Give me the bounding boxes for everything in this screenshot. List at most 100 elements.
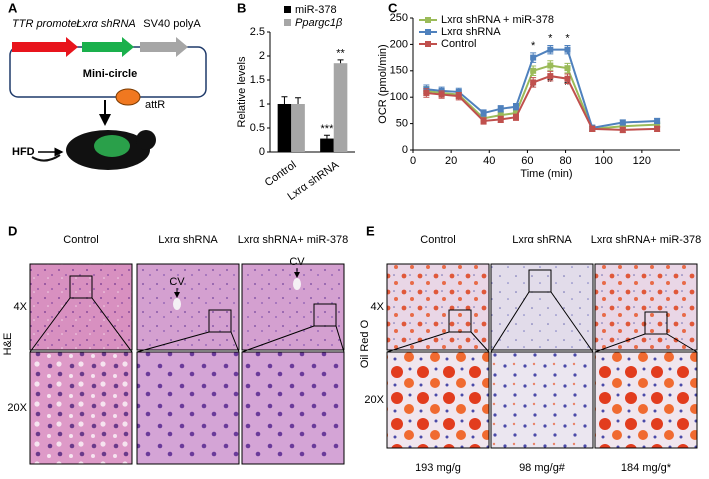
row-label: 20X — [364, 394, 384, 406]
zoom-box — [448, 309, 472, 333]
zoom-box — [528, 269, 552, 293]
zoom-lines — [594, 333, 698, 353]
tg-content: 193 mg/g — [415, 462, 461, 474]
micrograph — [136, 351, 240, 465]
marker — [547, 46, 554, 53]
mouse-tail — [31, 154, 61, 162]
y-tick-label: 0.5 — [250, 122, 265, 134]
legend-swatch — [284, 19, 291, 26]
construct-diagram: TTR promoter Lxrα shRNA SV40 polyA Mini-… — [9, 18, 207, 170]
marker — [547, 73, 554, 80]
marker — [619, 119, 626, 126]
panel-label: A — [8, 0, 18, 15]
vein-label: CV — [169, 276, 185, 288]
legend-marker — [425, 17, 431, 23]
marker — [654, 125, 661, 132]
significance-label: ** — [336, 48, 345, 60]
legend-label: miR-378 — [295, 4, 337, 16]
marker — [455, 93, 462, 100]
legend-marker — [425, 41, 431, 47]
significance-label: * — [531, 40, 536, 52]
column-header: Control — [63, 234, 98, 246]
zoom-lines — [29, 297, 133, 353]
y-tick-label: 1 — [259, 98, 265, 110]
micrograph — [490, 351, 594, 449]
promoter-arrow — [12, 37, 78, 57]
promoter-label: TTR promoter — [12, 18, 82, 30]
legend-label: Lxrα shRNA — [441, 26, 501, 38]
y-tick-label: 250 — [390, 12, 408, 24]
panel-label: B — [237, 0, 246, 15]
central-vein — [293, 278, 301, 290]
column-header: Control — [420, 234, 455, 246]
micrograph — [386, 263, 490, 351]
marker — [589, 125, 596, 132]
y-tick-label: 2.5 — [250, 26, 265, 38]
mouse-head — [136, 130, 156, 150]
error-bar — [323, 134, 330, 139]
marker — [497, 112, 504, 119]
panel-label: C — [388, 0, 398, 15]
zoom-box — [313, 303, 337, 327]
micrograph — [29, 351, 133, 465]
x-tick-label: 20 — [445, 155, 457, 167]
shrna-label: Lxrα shRNA — [76, 18, 135, 30]
panel-label: D — [8, 223, 17, 238]
micrograph — [386, 351, 490, 449]
vein-label: CV — [289, 256, 305, 268]
y-tick-label: 0 — [402, 144, 408, 156]
tg-content: 98 mg/g# — [519, 462, 566, 474]
zoom-lines — [490, 291, 594, 353]
legend-marker — [425, 29, 431, 35]
shrna-arrow — [82, 37, 134, 57]
central-vein — [173, 298, 181, 310]
tg-content: 184 mg/g* — [621, 462, 672, 474]
stain-label: H&E — [2, 333, 14, 356]
zoom-lines — [386, 331, 490, 353]
error-bar — [295, 97, 302, 104]
panel-label: E — [366, 223, 375, 238]
marker — [480, 110, 487, 117]
micrograph — [29, 263, 133, 351]
y-tick-label: 100 — [390, 91, 408, 103]
marker — [512, 110, 519, 117]
stain-label: Oil Red O — [359, 319, 371, 368]
significance-label: * — [548, 32, 553, 44]
row-label: 4X — [14, 301, 28, 313]
zoom-lines — [241, 325, 345, 353]
marker — [654, 117, 661, 124]
polya-arrow — [140, 37, 188, 57]
attr-label: attR — [145, 99, 165, 111]
legend-label: Control — [441, 38, 476, 50]
y-tick-label: 1.5 — [250, 74, 265, 86]
marker — [654, 121, 661, 128]
marker — [455, 88, 462, 95]
mini-circle-label: Mini-circle — [83, 68, 137, 80]
marker — [530, 67, 537, 74]
y-tick-label: 50 — [396, 118, 408, 130]
legend-swatch — [284, 6, 291, 13]
micrograph — [241, 263, 345, 351]
error-bar — [337, 59, 344, 64]
micrograph — [490, 263, 594, 351]
micrograph — [594, 351, 698, 449]
marker — [423, 89, 430, 96]
marker — [497, 105, 504, 112]
row-label: 20X — [7, 402, 27, 414]
zoom-box — [69, 275, 93, 299]
y-tick-label: 200 — [390, 38, 408, 50]
micrograph — [136, 263, 240, 351]
bar — [320, 138, 334, 152]
column-header: Lxrα shRNA+ miR-378 — [238, 234, 349, 246]
column-header: Lxrα shRNA — [512, 234, 572, 246]
y-axis-label: OCR (pmol/min) — [377, 44, 389, 123]
x-tick-label: 0 — [410, 155, 416, 167]
marker — [530, 54, 537, 61]
marker — [619, 123, 626, 130]
x-tick-label: 80 — [559, 155, 571, 167]
significance-label: *** — [321, 123, 335, 135]
bar — [277, 104, 292, 152]
marker — [547, 62, 554, 69]
diet-label: HFD — [12, 146, 35, 158]
